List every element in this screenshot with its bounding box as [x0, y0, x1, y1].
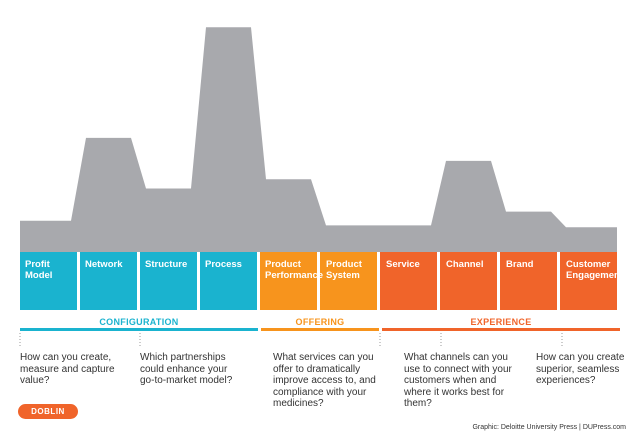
- box-label-process: Process: [205, 259, 242, 270]
- graphic-credit: Graphic: Deloitte University Press | DUP…: [472, 424, 626, 431]
- category-box-product-performance: [260, 252, 317, 310]
- category-box-brand: [500, 252, 557, 310]
- box-label-product-performance: Product Performance: [265, 259, 324, 281]
- box-label-channel: Channel: [446, 259, 484, 270]
- question-channel: What channels can you use to connect wit…: [404, 352, 512, 409]
- category-box-service: [380, 252, 437, 310]
- question-structure: Which partnerships could enhance your go…: [140, 352, 233, 386]
- category-box-network: [80, 252, 137, 310]
- category-box-channel: [440, 252, 497, 310]
- box-label-structure: Structure: [145, 259, 188, 270]
- box-label-profit-model: Profit Model: [25, 259, 53, 281]
- group-label-configuration: CONFIGURATION: [99, 317, 179, 327]
- box-label-network: Network: [85, 259, 123, 270]
- group-label-experience: EXPERIENCE: [470, 317, 532, 327]
- group-bar-offering: [261, 328, 379, 331]
- question-profit-model: How can you create, measure and capture …: [20, 352, 115, 386]
- category-box-process: [200, 252, 257, 310]
- box-label-customer-engagement: Customer Engagement: [566, 259, 624, 281]
- category-box-profit-model: [20, 252, 77, 310]
- category-box-product-system: [320, 252, 377, 310]
- question-offering: What services can you offer to dramatica…: [273, 352, 376, 409]
- question-customer-engagement: How can you create superior, seamless ex…: [536, 352, 625, 386]
- category-box-structure: [140, 252, 197, 310]
- category-box-customer-engagement: [560, 252, 617, 310]
- box-label-brand: Brand: [506, 259, 534, 270]
- group-bar-configuration: [20, 328, 258, 331]
- group-label-offering: OFFERING: [295, 317, 345, 327]
- group-bar-experience: [382, 328, 620, 331]
- box-label-service: Service: [386, 259, 420, 270]
- box-label-product-system: Product System: [326, 259, 362, 281]
- area-profile: [20, 27, 617, 252]
- doblin-logo: DOBLIN: [18, 404, 78, 419]
